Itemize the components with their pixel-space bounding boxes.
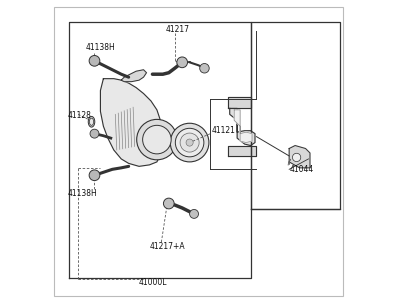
Circle shape [292,153,301,162]
Circle shape [190,209,198,218]
Polygon shape [230,108,255,146]
Circle shape [143,125,171,154]
Circle shape [175,128,204,157]
Polygon shape [289,146,310,168]
Text: 41217: 41217 [166,25,190,34]
Circle shape [180,133,199,152]
Polygon shape [121,70,146,82]
Polygon shape [228,97,250,108]
Text: 41044: 41044 [289,165,314,174]
Circle shape [200,64,209,73]
Text: 41000L: 41000L [139,278,168,287]
Text: 41138H: 41138H [68,189,98,198]
Circle shape [137,119,177,160]
Circle shape [170,123,209,162]
Circle shape [89,170,100,181]
Circle shape [177,57,188,68]
Text: 41121: 41121 [212,126,236,135]
Circle shape [186,139,193,146]
Text: 41128: 41128 [68,111,92,120]
Polygon shape [234,110,252,142]
Circle shape [90,129,99,138]
Text: 41217+A: 41217+A [150,242,185,251]
Ellipse shape [88,116,95,127]
Ellipse shape [90,118,94,125]
Polygon shape [228,146,256,156]
Text: 41138H: 41138H [86,43,115,52]
Polygon shape [100,79,163,166]
Circle shape [89,56,100,66]
Circle shape [164,198,174,209]
